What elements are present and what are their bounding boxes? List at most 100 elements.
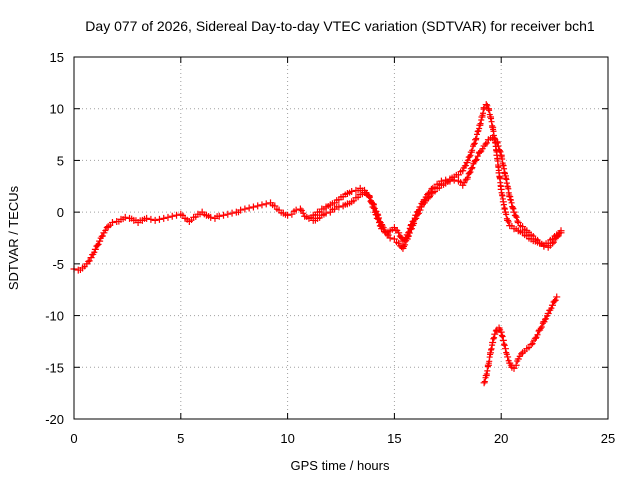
data-point (284, 211, 292, 219)
data-point-dense (474, 128, 481, 135)
data-point-dense (102, 227, 109, 234)
data-point (96, 237, 104, 245)
y-tick-label: -20 (45, 412, 64, 427)
data-point (335, 203, 343, 211)
data-point-dense (366, 193, 373, 200)
data-point-dense (406, 229, 413, 236)
data-point-dense (486, 107, 493, 114)
data-point-dense (95, 241, 102, 248)
data-point (121, 213, 129, 221)
data-point (215, 212, 223, 220)
data-point (512, 361, 520, 369)
data-point-dense (498, 332, 505, 339)
data-point-dense (397, 234, 404, 241)
data-point-dense (473, 156, 480, 163)
data-point (467, 165, 475, 173)
x-tick-label: 25 (601, 431, 615, 446)
data-point (245, 204, 253, 212)
plot-frame (73, 56, 609, 420)
axis-ticks: 0 5 10 15 20 25 -20 -15 -10 -5 0 5 10 15 (45, 50, 615, 446)
data-point-dense (499, 333, 506, 340)
data-point-dense (484, 102, 491, 109)
data-point-dense (507, 197, 514, 204)
data-point (476, 121, 484, 129)
data-point-dense (402, 241, 409, 248)
data-point-dense (411, 220, 418, 227)
data-point-dense (86, 257, 93, 264)
data-point-dense (514, 218, 521, 225)
data-point (365, 192, 373, 200)
data-point (369, 200, 377, 208)
data-point (504, 353, 512, 361)
data-point (514, 218, 522, 226)
data-point-dense (503, 351, 510, 358)
data-point (484, 105, 492, 113)
data-point-dense (414, 211, 421, 218)
y-axis-label: SDTVAR / TECUs (6, 185, 21, 290)
data-point (497, 328, 505, 336)
data-point (373, 210, 381, 218)
data-point (425, 194, 433, 202)
data-point (164, 213, 172, 221)
y-tick-label: 0 (57, 205, 64, 220)
data-point (450, 176, 458, 184)
data-point (407, 225, 415, 233)
data-point (224, 210, 232, 218)
series-main-track (70, 101, 565, 274)
data-point-dense (481, 378, 488, 385)
data-point-dense (529, 340, 536, 347)
data-point-dense (497, 148, 504, 155)
data-point (416, 206, 424, 214)
data-point (506, 193, 514, 201)
data-point-dense (300, 210, 307, 217)
data-point-dense (490, 335, 497, 342)
data-point-dense (492, 327, 499, 334)
data-point-dense (552, 297, 559, 304)
x-tick-label: 10 (280, 431, 294, 446)
data-point-dense (411, 216, 418, 223)
data-point (491, 330, 499, 338)
data-point (378, 221, 386, 229)
x-tick-label: 15 (387, 431, 401, 446)
data-point-dense (537, 325, 544, 332)
data-point (108, 218, 116, 226)
data-point (454, 171, 462, 179)
data-point-dense (467, 168, 474, 175)
data-point (504, 216, 512, 224)
data-point (476, 148, 484, 156)
data-point (540, 242, 548, 250)
data-point (254, 202, 262, 210)
data-point-dense (483, 139, 490, 146)
data-point-dense (509, 204, 516, 211)
data-point-dense (505, 218, 512, 225)
data-point-dense (473, 135, 480, 142)
data-point-dense (376, 214, 383, 221)
data-point (147, 215, 155, 223)
data-point-dense (371, 205, 378, 212)
data-point (258, 201, 266, 209)
data-point-dense (513, 214, 520, 221)
series-late-track (480, 293, 561, 387)
data-point (249, 203, 257, 211)
x-axis-label: GPS time / hours (291, 458, 390, 473)
data-point (480, 379, 488, 387)
data-point (228, 209, 236, 217)
data-point (412, 214, 420, 222)
data-point-dense (470, 141, 477, 148)
data-point (489, 338, 497, 346)
grid (74, 57, 608, 419)
data-point-dense (469, 164, 476, 171)
data-point-dense (427, 193, 433, 200)
data-point (553, 293, 561, 301)
data-point-dense (373, 208, 380, 215)
data-point-dense (298, 207, 305, 214)
y-tick-label: 15 (50, 50, 64, 65)
data-point-dense (462, 162, 469, 169)
data-point-dense (494, 139, 501, 146)
data-point-dense (543, 315, 550, 322)
data-point-dense (491, 334, 498, 341)
data-point (493, 138, 501, 146)
data-point (390, 235, 398, 243)
data-point-dense (501, 341, 508, 348)
